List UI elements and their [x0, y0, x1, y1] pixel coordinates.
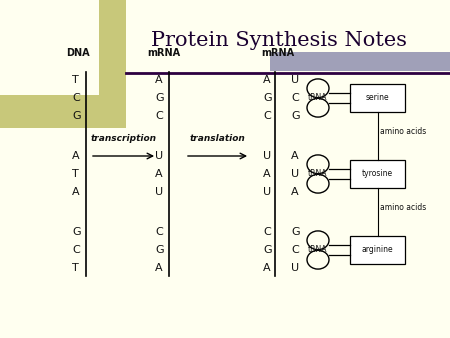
FancyBboxPatch shape	[0, 0, 99, 95]
Text: tRNA: tRNA	[308, 245, 328, 255]
Text: T: T	[72, 75, 79, 85]
Text: C: C	[263, 227, 271, 237]
Text: C: C	[263, 111, 271, 121]
Bar	[350, 84, 405, 112]
Text: A: A	[291, 151, 299, 161]
FancyBboxPatch shape	[0, 128, 126, 338]
Text: C: C	[72, 245, 80, 255]
FancyBboxPatch shape	[270, 52, 450, 71]
Text: A: A	[263, 263, 270, 273]
Text: A: A	[291, 187, 299, 197]
Text: arginine: arginine	[362, 245, 393, 255]
Text: A: A	[155, 263, 162, 273]
Text: G: G	[72, 227, 81, 237]
Text: tyrosine: tyrosine	[362, 169, 393, 178]
Text: G: G	[263, 245, 272, 255]
Text: Protein Synthesis Notes: Protein Synthesis Notes	[151, 31, 407, 50]
Text: G: G	[291, 111, 300, 121]
Text: mRNA: mRNA	[147, 48, 180, 58]
Text: A: A	[72, 187, 80, 197]
Text: U: U	[155, 151, 163, 161]
Text: G: G	[263, 93, 272, 103]
Text: transcription: transcription	[90, 134, 157, 143]
Text: U: U	[155, 187, 163, 197]
Text: amino acids: amino acids	[381, 126, 427, 136]
Text: G: G	[155, 245, 164, 255]
Text: U: U	[291, 75, 299, 85]
Text: tRNA: tRNA	[308, 169, 328, 178]
Text: A: A	[155, 169, 162, 179]
Text: T: T	[72, 169, 79, 179]
Text: T: T	[72, 263, 79, 273]
Text: C: C	[72, 93, 80, 103]
Text: U: U	[263, 187, 271, 197]
Text: DNA: DNA	[66, 48, 90, 58]
Text: A: A	[155, 75, 162, 85]
Text: translation: translation	[189, 134, 245, 143]
Text: G: G	[72, 111, 81, 121]
Text: A: A	[263, 169, 270, 179]
FancyBboxPatch shape	[0, 0, 126, 128]
Bar	[350, 236, 405, 264]
FancyBboxPatch shape	[126, 0, 450, 338]
Text: amino acids: amino acids	[381, 202, 427, 212]
Text: C: C	[155, 111, 163, 121]
Text: U: U	[263, 151, 271, 161]
Text: C: C	[291, 245, 299, 255]
Text: tRNA: tRNA	[308, 94, 328, 102]
Text: G: G	[291, 227, 300, 237]
Text: G: G	[155, 93, 164, 103]
Text: serine: serine	[366, 94, 389, 102]
Text: mRNA: mRNA	[261, 48, 294, 58]
Text: U: U	[291, 263, 299, 273]
Text: U: U	[291, 169, 299, 179]
Text: C: C	[291, 93, 299, 103]
Text: A: A	[263, 75, 270, 85]
Bar	[350, 160, 405, 188]
Text: C: C	[155, 227, 163, 237]
Text: A: A	[72, 151, 80, 161]
